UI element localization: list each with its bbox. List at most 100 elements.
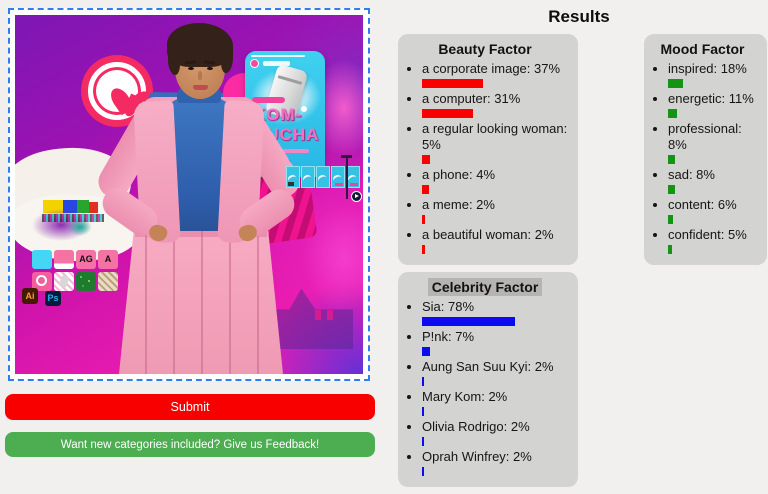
house-window	[327, 310, 333, 320]
result-item-label: a regular looking woman: 5%	[422, 121, 568, 152]
results-panel-grid: Beauty Factor a corporate image: 37% a com…	[390, 34, 768, 494]
result-item-label: Oprah Winfrey: 2%	[422, 449, 532, 464]
filmstrip-frame	[346, 166, 360, 188]
result-bar	[422, 407, 425, 416]
result-item-label: professional: 8%	[668, 121, 742, 152]
kombucha-title-line1: KOM-	[253, 105, 303, 124]
result-bar	[422, 347, 431, 356]
feedback-button[interactable]: Want new categories included? Give us Fe…	[5, 432, 375, 457]
result-item: professional: 8%	[668, 121, 761, 164]
result-item: a computer: 31%	[422, 91, 572, 118]
woman-hair-side	[221, 47, 233, 73]
frame-tag	[335, 183, 343, 186]
result-item-label: content: 6%	[668, 197, 737, 212]
result-bar	[422, 185, 429, 194]
upload-section: KOM- BUCHA AG A	[5, 8, 375, 457]
result-item-label: inspired: 18%	[668, 61, 747, 76]
result-bar	[668, 155, 675, 164]
swatch-logo	[32, 272, 52, 291]
result-bar	[422, 215, 426, 224]
woman-lips	[193, 85, 208, 90]
swatch-foliage	[76, 272, 96, 291]
mini-play-icon	[351, 191, 362, 202]
result-item: a meme: 2%	[422, 197, 572, 224]
swatch-logo-ring	[36, 275, 47, 286]
panel-title-mood: Mood Factor	[660, 41, 745, 57]
result-item: confident: 5%	[668, 227, 761, 254]
subtitle-bar	[261, 149, 309, 153]
timeline-slider-handle	[341, 155, 352, 158]
panel-title-celebrity: Celebrity Factor	[398, 278, 572, 296]
result-item: a phone: 4%	[422, 167, 572, 194]
result-item-label: Sia: 78%	[422, 299, 475, 314]
result-item-label: a beautiful woman: 2%	[422, 227, 554, 242]
adobe-illustrator-icon: Ai	[22, 288, 38, 304]
story-username-bar	[263, 61, 290, 66]
result-item: P!nk: 7%	[422, 329, 572, 356]
adobe-photoshop-icon: Ps	[45, 291, 61, 306]
timeline-slider	[346, 157, 348, 199]
story-progress-bar	[251, 55, 305, 57]
panel-mood-factor: Mood Factor inspired: 18% energetic: 11% pr…	[644, 34, 767, 265]
result-item: Aung San Suu Kyi: 2%	[422, 359, 572, 386]
filmstrip-frame	[331, 166, 345, 188]
result-bar	[422, 467, 425, 476]
result-list-celebrity: Sia: 78% P!nk: 7% Aung San Suu Kyi: 2% Mary…	[398, 299, 572, 476]
result-bar	[668, 245, 673, 254]
filmstrip-frame	[286, 166, 300, 188]
woman-eye	[188, 67, 194, 70]
results-column-left: Beauty Factor a corporate image: 37% a com…	[398, 34, 578, 494]
swatch-can-shape	[58, 274, 70, 289]
glitch-teal-smoke	[68, 218, 92, 236]
filmstrip-frame	[301, 166, 315, 188]
swatch-a: A	[98, 250, 118, 269]
uploaded-image-preview: KOM- BUCHA AG A	[15, 15, 363, 374]
result-bar	[422, 155, 431, 164]
result-bar	[668, 185, 675, 194]
result-bar	[422, 317, 515, 326]
result-item: Olivia Rodrigo: 2%	[422, 419, 572, 446]
result-item-label: sad: 8%	[668, 167, 715, 182]
flavor-label-bar	[252, 97, 285, 103]
can-band	[277, 75, 303, 85]
result-bar	[422, 437, 425, 446]
result-bar	[422, 377, 425, 386]
submit-button[interactable]: Submit	[5, 394, 375, 420]
result-item-label: a corporate image: 37%	[422, 61, 561, 76]
result-item: Oprah Winfrey: 2%	[422, 449, 572, 476]
result-item: a regular looking woman: 5%	[422, 121, 572, 164]
result-item: Sia: 78%	[422, 299, 572, 326]
result-bar	[668, 109, 678, 118]
swatch-can	[54, 272, 74, 291]
result-bar	[668, 215, 674, 224]
result-item: Mary Kom: 2%	[422, 389, 572, 416]
result-list-mood: inspired: 18% energetic: 11% professional:…	[644, 61, 761, 254]
swatch-ag: AG	[76, 250, 96, 269]
result-bar	[422, 245, 426, 254]
result-item-label: energetic: 11%	[668, 91, 754, 106]
glitch-red	[89, 202, 98, 213]
result-item-label: Mary Kom: 2%	[422, 389, 508, 404]
glitch-art-block	[30, 193, 114, 247]
result-item-label: Olivia Rodrigo: 2%	[422, 419, 530, 434]
woman-nose	[198, 71, 202, 80]
woman-eye	[207, 67, 213, 70]
woman-hair-side	[168, 49, 180, 75]
result-bar	[668, 79, 684, 88]
result-bar	[422, 79, 483, 88]
result-item: a corporate image: 37%	[422, 61, 572, 88]
story-avatar	[250, 59, 259, 68]
result-item: content: 6%	[668, 197, 761, 224]
result-list-beauty: a corporate image: 37% a computer: 31% a r…	[398, 61, 572, 254]
result-item-label: confident: 5%	[668, 227, 747, 242]
glitch-noise-strip	[42, 214, 104, 222]
panel-beauty-factor: Beauty Factor a corporate image: 37% a com…	[398, 34, 578, 265]
result-bar	[422, 109, 473, 118]
result-item-label: a meme: 2%	[422, 197, 495, 212]
result-item-label: a computer: 31%	[422, 91, 521, 106]
frame-label	[288, 182, 294, 186]
swatch-pantone-pink	[54, 250, 74, 269]
image-dropzone[interactable]: KOM- BUCHA AG A	[8, 8, 370, 381]
result-item: a beautiful woman: 2%	[422, 227, 572, 254]
result-item: inspired: 18%	[668, 61, 761, 88]
